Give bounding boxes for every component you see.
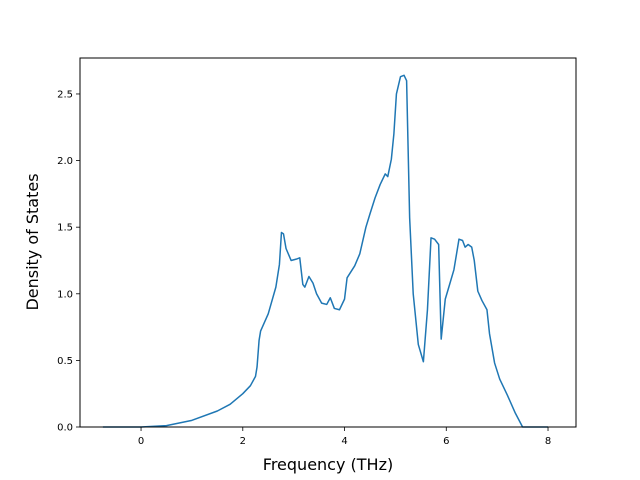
y-tick-label: 2.0: [57, 156, 73, 167]
y-tick-label: 1.0: [57, 289, 73, 300]
axes-frame: [79, 57, 577, 428]
x-axis-label: Frequency (THz): [263, 455, 393, 474]
x-tick-label: 0: [138, 436, 144, 447]
x-axis: 0 2 4 6 8: [138, 427, 551, 447]
y-tick-label: 1.5: [57, 223, 73, 234]
y-axis-label: Density of States: [23, 173, 42, 310]
series-line-0: [102, 74, 549, 428]
y-tick-label: 0.5: [57, 356, 73, 367]
y-tick-label: 0.0: [57, 423, 73, 434]
plot-area: [102, 74, 549, 428]
x-tick-label: 4: [341, 436, 347, 447]
x-tick-label: 2: [240, 436, 246, 447]
y-tick-label: 2.5: [57, 89, 73, 100]
x-tick-label: 6: [443, 436, 449, 447]
x-tick-label: 8: [545, 436, 551, 447]
y-axis: 0.0 0.5 1.0 1.5 2.0 2.5: [57, 89, 80, 434]
